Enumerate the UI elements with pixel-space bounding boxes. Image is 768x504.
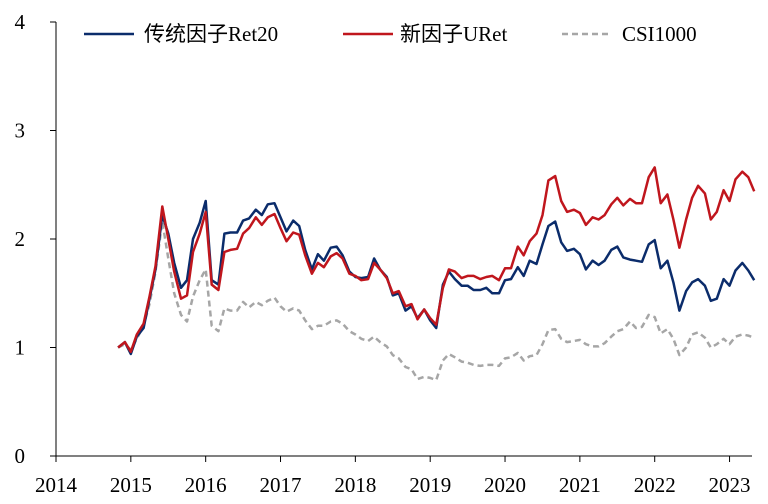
x-tick-label: 2014	[35, 473, 78, 497]
y-tick-label: 3	[15, 119, 26, 143]
legend-label: 新因子URet	[400, 22, 507, 46]
legend-label: CSI1000	[622, 22, 697, 46]
y-tick-label: 0	[15, 444, 26, 468]
x-tick-label: 2019	[409, 473, 451, 497]
x-tick-label: 2021	[559, 473, 601, 497]
x-tick-label: 2023	[709, 473, 751, 497]
y-tick-label: 4	[15, 10, 26, 34]
legend-label: 传统因子Ret20	[144, 22, 278, 46]
series-line-uret	[117, 166, 756, 354]
y-tick-label: 2	[15, 227, 26, 251]
x-tick-label: 2016	[185, 473, 227, 497]
chart-series-lines	[117, 166, 756, 382]
x-tick-label: 2017	[260, 473, 302, 497]
x-tick-label: 2018	[334, 473, 376, 497]
series-line-ret20	[117, 199, 756, 356]
x-tick-label: 2020	[484, 473, 526, 497]
x-tick-label: 2015	[110, 473, 152, 497]
series-line-csi1000	[117, 220, 755, 382]
y-tick-label: 1	[15, 336, 26, 360]
chart-legend: 传统因子Ret20 新因子URet CSI1000	[84, 22, 697, 46]
chart-axes: 0 1 2 3 4 2014 2015 2016 2017 2018 2019 2020 2021 202…	[15, 10, 752, 497]
x-tick-label: 2022	[634, 473, 676, 497]
